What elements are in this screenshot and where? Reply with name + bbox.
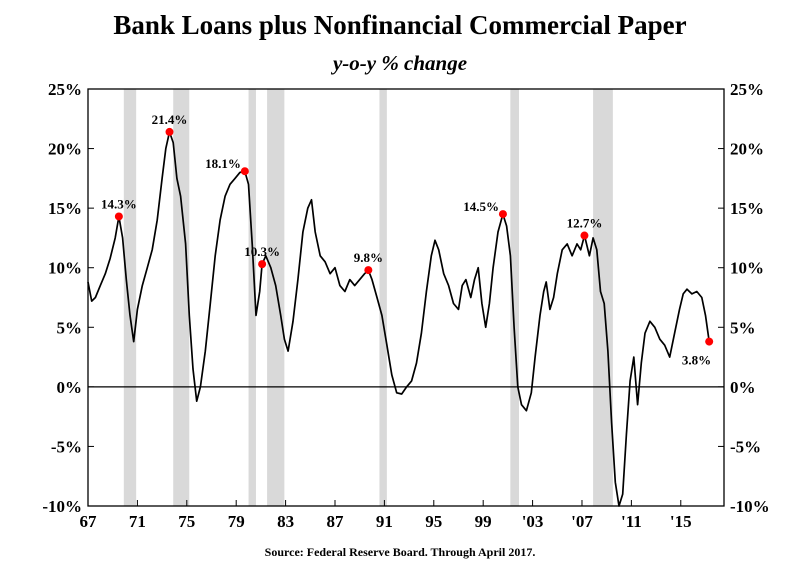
y-tick-label-right: 0% bbox=[730, 378, 756, 397]
recession-band bbox=[510, 89, 519, 506]
y-tick-label-left: 5% bbox=[57, 318, 83, 337]
tick-labels: 25% 25% 20% 20% 15% 15% 10% 10% 5% 5% 0% 0% -5% -5% -1… bbox=[42, 80, 769, 531]
y-tick-label-left: 15% bbox=[48, 199, 82, 218]
peak-label: 14.5% bbox=[463, 199, 499, 214]
y-tick-label-left: -10% bbox=[42, 497, 82, 516]
peak-marker bbox=[114, 212, 123, 221]
peak-marker bbox=[364, 266, 373, 275]
chart-subtitle: y-o-y % change bbox=[332, 51, 468, 75]
x-tick-label: 99 bbox=[475, 512, 492, 531]
peak-label: 21.4% bbox=[152, 112, 188, 127]
y-tick-label-right: -10% bbox=[730, 497, 770, 516]
x-tick-label: 87 bbox=[326, 512, 344, 531]
y-tick-label-right: 15% bbox=[730, 199, 764, 218]
peak-marker bbox=[705, 337, 714, 346]
y-tick-label-right: -5% bbox=[730, 437, 761, 456]
y-tick-label-left: 10% bbox=[48, 259, 82, 278]
source-note: Source: Federal Reserve Board. Through A… bbox=[264, 545, 536, 559]
x-tick-label: 83 bbox=[277, 512, 294, 531]
recession-band bbox=[248, 89, 256, 506]
plot-frame bbox=[87, 88, 725, 507]
y-tick-label-left: 0% bbox=[57, 378, 83, 397]
x-tick-label: 91 bbox=[376, 512, 393, 531]
x-tick-label: '11 bbox=[621, 512, 642, 531]
peak-marker bbox=[498, 210, 507, 219]
x-tick-label: '03 bbox=[522, 512, 544, 531]
recession-band bbox=[123, 89, 137, 506]
x-tick-label: 67 bbox=[80, 512, 98, 531]
y-tick-label-left: 20% bbox=[48, 140, 82, 159]
recession-band bbox=[267, 89, 285, 506]
peak-marker bbox=[258, 260, 267, 269]
y-tick-label-right: 25% bbox=[730, 80, 764, 99]
axis-ticks bbox=[87, 88, 724, 507]
peak-label: 10.3% bbox=[244, 244, 280, 259]
peak-marker bbox=[580, 231, 589, 240]
y-tick-label-right: 20% bbox=[730, 140, 764, 159]
x-tick-label: '07 bbox=[571, 512, 593, 531]
series-layer bbox=[87, 131, 711, 507]
y-tick-label-left: 25% bbox=[48, 80, 82, 99]
peak-markers: 14.3% 21.4% 18.1% 10.3% 9.8% 14.5% 12.7% 3.8% bbox=[101, 112, 714, 368]
peak-label: 3.8% bbox=[682, 353, 711, 368]
y-tick-label-right: 10% bbox=[730, 259, 764, 278]
peak-label: 14.3% bbox=[101, 196, 137, 211]
series-line bbox=[87, 131, 711, 507]
peak-label: 9.8% bbox=[354, 250, 383, 265]
peak-label: 12.7% bbox=[567, 216, 603, 231]
x-tick-label: 79 bbox=[228, 512, 245, 531]
x-tick-label: 95 bbox=[425, 512, 442, 531]
y-tick-label-right: 5% bbox=[730, 318, 756, 337]
x-tick-label: 75 bbox=[178, 512, 195, 531]
x-tick-label: 71 bbox=[129, 512, 146, 531]
recession-band bbox=[379, 89, 387, 506]
peak-marker bbox=[165, 127, 174, 136]
chart-title: Bank Loans plus Nonfinancial Commercial … bbox=[113, 10, 687, 40]
recession-bands bbox=[123, 89, 613, 506]
recession-band bbox=[173, 89, 190, 506]
peak-marker bbox=[240, 167, 249, 176]
peak-label: 18.1% bbox=[205, 156, 241, 171]
y-tick-label-left: -5% bbox=[51, 437, 82, 456]
x-tick-label: '15 bbox=[670, 512, 692, 531]
